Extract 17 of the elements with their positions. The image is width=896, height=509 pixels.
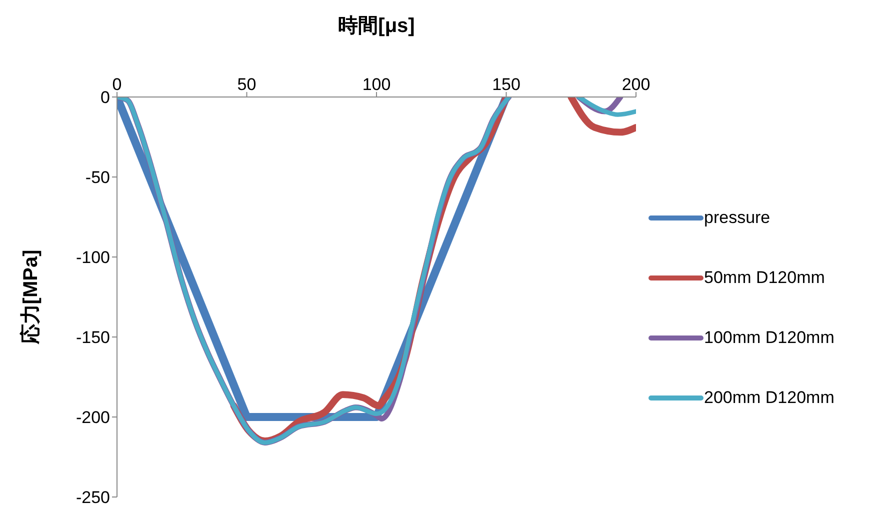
y-tick-label: 0 bbox=[100, 88, 110, 108]
x-tick-label: 50 bbox=[237, 75, 256, 94]
x-tick-label: 0 bbox=[112, 75, 122, 94]
legend-label: 100mm D120mm bbox=[704, 328, 834, 348]
y-tick-label: -150 bbox=[76, 328, 110, 348]
x-axis-title: 時間[μs] bbox=[338, 15, 415, 38]
x-tick-label: 100 bbox=[362, 75, 391, 94]
y-tick-label: -250 bbox=[76, 488, 110, 508]
y-tick-label: -50 bbox=[85, 168, 110, 188]
y-tick-label: -200 bbox=[76, 408, 110, 428]
legend-label: 50mm D120mm bbox=[704, 268, 825, 288]
y-tick-label: -100 bbox=[76, 248, 110, 268]
y-axis-title: 応力[MPa] bbox=[19, 250, 42, 346]
x-tick-label: 150 bbox=[492, 75, 520, 94]
legend-label: pressure bbox=[704, 208, 770, 228]
legend-label: 200mm D120mm bbox=[704, 388, 834, 408]
x-tick-label: 200 bbox=[622, 75, 650, 94]
